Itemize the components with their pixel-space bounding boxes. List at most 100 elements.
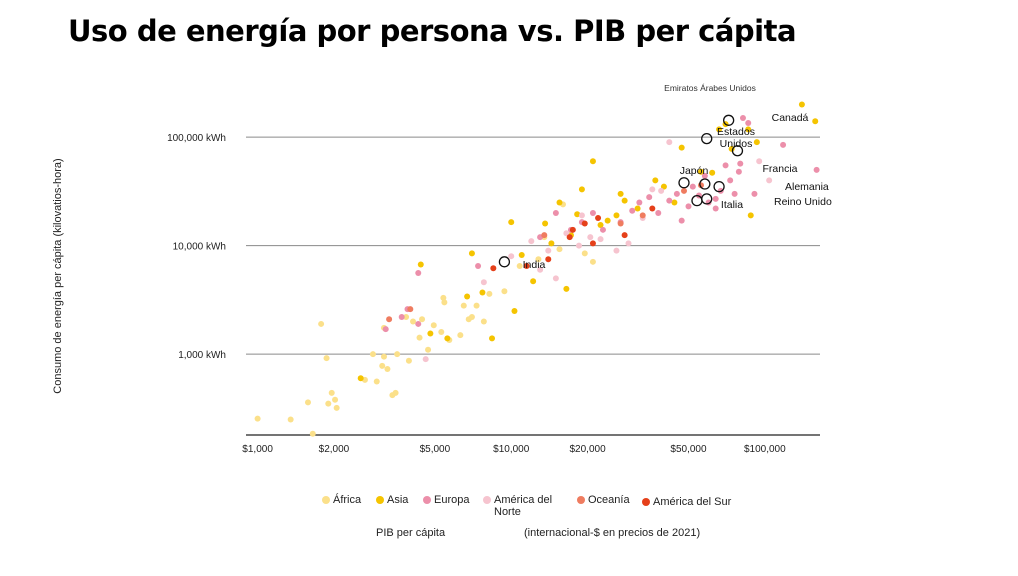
- point-label-7: Italia: [721, 199, 743, 211]
- data-point: [480, 318, 487, 325]
- legend-oceania-label: Oceanía: [588, 494, 630, 506]
- legend-asia-label: Asia: [387, 494, 409, 506]
- data-point: [475, 262, 482, 269]
- data-point: [486, 290, 493, 297]
- data-point: [604, 217, 611, 224]
- data-point: [304, 399, 311, 406]
- x-tick-label-2: $5,000: [420, 444, 451, 455]
- data-point: [537, 266, 544, 273]
- data-point: [287, 416, 294, 423]
- annotation-label-0: Emiratos Árabes Unidos: [664, 83, 756, 93]
- data-point: [569, 226, 576, 233]
- data-point: [552, 210, 559, 217]
- data-point: [369, 351, 376, 358]
- x-tick-label-0: $1,000: [242, 444, 273, 455]
- data-point: [722, 162, 729, 169]
- data-point: [652, 177, 659, 184]
- data-point: [745, 120, 752, 127]
- data-point: [673, 190, 680, 197]
- data-point: [379, 362, 386, 369]
- data-point: [384, 366, 391, 373]
- legend-asia[interactable]: Asia: [376, 494, 408, 506]
- data-point: [473, 302, 480, 309]
- data-point: [589, 258, 596, 265]
- data-point: [812, 118, 819, 125]
- legend-south-america-label: América del Sur: [653, 496, 732, 508]
- point-label-line: Estados: [717, 126, 755, 138]
- data-point: [625, 240, 632, 247]
- data-point: [599, 226, 606, 233]
- highlight-ring-5: [699, 178, 711, 190]
- data-point: [464, 293, 471, 300]
- data-point: [649, 205, 656, 212]
- data-point: [649, 186, 656, 193]
- legend-africa[interactable]: África: [322, 494, 361, 506]
- data-point: [658, 187, 665, 194]
- legend-africa-swatch: [322, 496, 330, 504]
- data-point: [731, 190, 738, 197]
- data-point: [501, 288, 508, 295]
- data-point: [403, 314, 410, 321]
- data-point: [613, 247, 620, 254]
- point-label-2: Estados Unidos: [717, 126, 755, 150]
- data-point: [422, 356, 429, 363]
- legend-south-america[interactable]: América del Sur: [642, 496, 731, 508]
- data-point: [629, 207, 636, 214]
- data-point: [660, 183, 667, 190]
- data-point: [441, 299, 448, 306]
- legend-europa[interactable]: Europa: [423, 494, 469, 506]
- legend-oceania[interactable]: Oceanía: [577, 494, 630, 506]
- data-point: [798, 101, 805, 108]
- data-point: [415, 269, 422, 276]
- data-point: [541, 232, 548, 239]
- data-point: [597, 236, 604, 243]
- data-point: [634, 205, 641, 212]
- data-point: [417, 261, 424, 268]
- data-point: [716, 126, 723, 133]
- highlight-ring-6: [713, 180, 725, 193]
- data-point: [712, 195, 719, 202]
- data-point: [440, 294, 447, 301]
- data-point: [425, 346, 432, 353]
- data-point: [382, 326, 389, 333]
- legend-oceania-swatch: [577, 496, 585, 504]
- legend-europa-label: Europa: [434, 494, 470, 506]
- data-point: [735, 168, 742, 175]
- data-point: [523, 262, 530, 269]
- data-point: [685, 203, 692, 210]
- point-label-4: Francia: [762, 163, 797, 175]
- legend-north-america[interactable]: América del Norte: [483, 494, 563, 518]
- data-point: [581, 250, 588, 257]
- data-point: [636, 199, 643, 206]
- chart-title: Uso de energía por persona vs. PIB per c…: [68, 14, 797, 48]
- data-point: [581, 220, 588, 227]
- data-point: [780, 141, 787, 148]
- data-point: [535, 256, 542, 263]
- data-point: [427, 330, 434, 337]
- data-point: [689, 183, 696, 190]
- data-point: [613, 212, 620, 219]
- legend-south-america-swatch: [642, 498, 650, 506]
- data-point: [489, 335, 496, 342]
- highlight-ring-0: [498, 256, 511, 268]
- data-point: [508, 219, 515, 226]
- data-point: [747, 212, 754, 219]
- data-point: [508, 253, 515, 260]
- data-point: [753, 139, 760, 146]
- data-point: [460, 302, 467, 309]
- data-point: [751, 190, 758, 197]
- data-point: [325, 400, 332, 407]
- data-point: [518, 252, 525, 259]
- data-point: [530, 278, 537, 285]
- data-point: [373, 378, 380, 385]
- data-point: [712, 205, 719, 212]
- highlight-ring-8: [691, 194, 703, 207]
- data-point: [407, 306, 414, 313]
- data-point: [410, 318, 417, 325]
- data-point: [597, 222, 604, 229]
- data-point: [587, 234, 594, 241]
- point-label-line: Unidos: [720, 138, 753, 150]
- data-point: [457, 332, 464, 339]
- data-point: [528, 238, 535, 245]
